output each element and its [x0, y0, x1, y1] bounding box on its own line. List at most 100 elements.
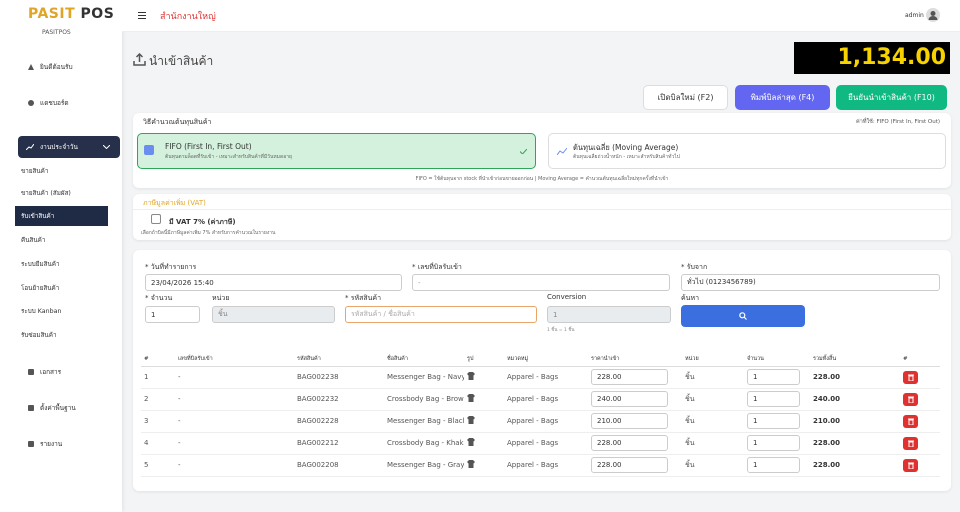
menu-toggle[interactable] — [138, 12, 146, 19]
cost-note: FIFO = ใช้ต้นทุนจาก stock ที่นำเข้าก่อนข… — [415, 176, 669, 182]
search-icon — [739, 312, 747, 320]
submenu-item[interactable]: คืนสินค้า — [21, 237, 46, 244]
product-image — [467, 372, 475, 380]
input-value: ทั่วไป (0123456789) — [687, 278, 756, 286]
option-fifo[interactable]: FIFO (First In, First Out) ต้นทุนตามล็อต… — [137, 133, 536, 169]
qty-input[interactable]: 1 — [747, 391, 800, 407]
topbar: สำนักงานใหญ่ admin — [122, 0, 960, 32]
cell-action — [900, 366, 940, 389]
delete-button[interactable] — [903, 436, 918, 450]
cell-unit: ชิ้น — [682, 366, 744, 389]
cell-unit: ชิ้น — [682, 432, 744, 455]
field-label: หน่วย — [212, 294, 230, 302]
cell-qty: 1 — [744, 432, 810, 455]
table-row: 1- BAG002238 Messenger Bag - Navy Apparel -… — [141, 366, 940, 389]
icon — [26, 144, 34, 150]
field-label: * รับจาก — [681, 263, 708, 271]
page-title: นำเข้าสินค้า — [149, 54, 214, 68]
search-button[interactable] — [681, 305, 805, 327]
qty-input[interactable]: 1 — [747, 457, 800, 473]
delete-button[interactable] — [903, 392, 918, 406]
table-row: 5- BAG002208 Messenger Bag - Gray Apparel -… — [141, 454, 940, 477]
qty-input[interactable]: 1 — [747, 369, 800, 385]
submenu-item[interactable]: ระบบยืมสินค้า — [21, 261, 60, 268]
delete-button[interactable] — [903, 370, 918, 384]
qty-input[interactable]: 1 — [747, 435, 800, 451]
supplier-select[interactable]: ทั่วไป (0123456789) — [681, 274, 940, 291]
price-input[interactable]: 228.00 — [591, 369, 669, 385]
column-header: ราคานำเข้า — [588, 352, 682, 367]
cell-category: Apparel - Bags — [504, 388, 588, 411]
date-input[interactable]: 23/04/2026 15:40 — [145, 274, 402, 291]
logo[interactable]: PASIT POS — [28, 6, 114, 22]
button-label: พิมพ์บิลล่าสุด (F4) — [750, 93, 815, 102]
cell-action — [900, 410, 940, 433]
confirm-button[interactable]: ยืนยันนำเข้าสินค้า (F10) — [836, 85, 947, 110]
field-label: * เลขที่บิลรับเข้า — [412, 263, 462, 271]
price-input[interactable]: 210.00 — [591, 413, 669, 429]
new-bill-button[interactable]: เปิดบิลใหม่ (F2) — [643, 85, 728, 110]
logo-brand: PASIT — [28, 6, 76, 22]
submenu-item[interactable]: รับเข้าสินค้า — [15, 206, 108, 226]
product-image — [467, 438, 475, 446]
cell-index: 4 — [141, 432, 175, 455]
print-button[interactable]: พิมพ์บิลล่าสุด (F4) — [735, 85, 830, 110]
branch[interactable]: สำนักงานใหญ่ — [160, 12, 216, 22]
input-value: 1 — [151, 310, 156, 319]
cell-code: BAG002208 — [294, 454, 384, 477]
divider — [133, 209, 951, 210]
option-icon — [557, 147, 567, 155]
option-title: ต้นทุนเฉลี่ย (Moving Average) — [573, 143, 679, 152]
cell-code: BAG002228 — [294, 410, 384, 433]
current-method: ค่าที่ใช้: FIFO (First In, First Out) — [856, 119, 940, 125]
price-input[interactable]: 228.00 — [591, 435, 669, 451]
bill-input[interactable]: - — [412, 274, 670, 291]
field-label: * จำนวน — [145, 294, 173, 302]
cell-unit: ชิ้น — [682, 388, 744, 411]
cell-unit: ชิ้น — [682, 410, 744, 433]
cell-bill: - — [175, 366, 294, 389]
cell-total: 228.00 — [810, 432, 900, 455]
price-input[interactable]: 240.00 — [591, 391, 669, 407]
cell-total: 228.00 — [810, 454, 900, 477]
price-input[interactable]: 228.00 — [591, 457, 669, 473]
menu-item[interactable]: แดชบอร์ด — [28, 98, 69, 108]
cell-total: 240.00 — [810, 388, 900, 411]
vat-card: ภาษีมูลค่าเพิ่ม (VAT) มี VAT 7% (ค่าภาษี… — [133, 194, 951, 240]
cost-card: วิธีคำนวณต้นทุนสินค้า ค่าที่ใช้: FIFO (F… — [133, 113, 951, 188]
submenu-item[interactable]: ขายสินค้า — [21, 168, 49, 175]
option-title: FIFO (First In, First Out) — [165, 142, 252, 151]
menu-item[interactable]: ตั้งค่าพื้นฐาน — [28, 403, 76, 413]
unit-select[interactable]: ชิ้น — [212, 306, 335, 323]
delete-button[interactable] — [903, 458, 918, 472]
submenu-item[interactable]: โอนย้ายสินค้า — [21, 285, 60, 292]
menu-item[interactable]: รายงาน — [28, 439, 62, 449]
column-header: รูป — [464, 352, 504, 367]
menu-item[interactable]: เอกสาร — [28, 367, 61, 377]
user[interactable]: admin — [905, 12, 924, 19]
menu-label: ยินดีต้อนรับ — [40, 63, 73, 71]
menu-item[interactable]: ยินดีต้อนรับ — [28, 62, 73, 72]
total-display: 1,134.00 — [794, 42, 950, 74]
submenu-item[interactable]: ระบบ Kanban — [21, 308, 62, 315]
cell-name: Messenger Bag - Black — [384, 410, 464, 433]
avatar[interactable] — [926, 8, 940, 22]
column-header: ชื่อสินค้า — [384, 352, 464, 367]
vat-checkbox[interactable] — [151, 214, 161, 224]
option-average[interactable]: ต้นทุนเฉลี่ย (Moving Average) ต้นทุนเฉลี… — [548, 133, 946, 169]
option-icon — [144, 145, 154, 155]
vat-label[interactable]: มี VAT 7% (ค่าภาษี) — [169, 218, 236, 226]
code-input[interactable]: รหัสสินค้า / ชื่อสินค้า — [345, 306, 537, 323]
product-image — [467, 394, 475, 402]
button-label: เปิดบิลใหม่ (F2) — [657, 93, 714, 102]
cell-total: 210.00 — [810, 410, 900, 433]
delete-button[interactable] — [903, 414, 918, 428]
qty-input[interactable]: 1 — [747, 413, 800, 429]
qty-input[interactable]: 1 — [145, 306, 200, 323]
submenu-item[interactable]: รับซ่อมสินค้า — [21, 332, 57, 339]
cell-code: BAG002238 — [294, 366, 384, 389]
cell-qty: 1 — [744, 454, 810, 477]
title-icon — [133, 53, 146, 66]
menu-group[interactable]: งานประจำวัน — [18, 136, 120, 158]
submenu-item[interactable]: ขายสินค้า (สัมผัส) — [21, 190, 71, 197]
